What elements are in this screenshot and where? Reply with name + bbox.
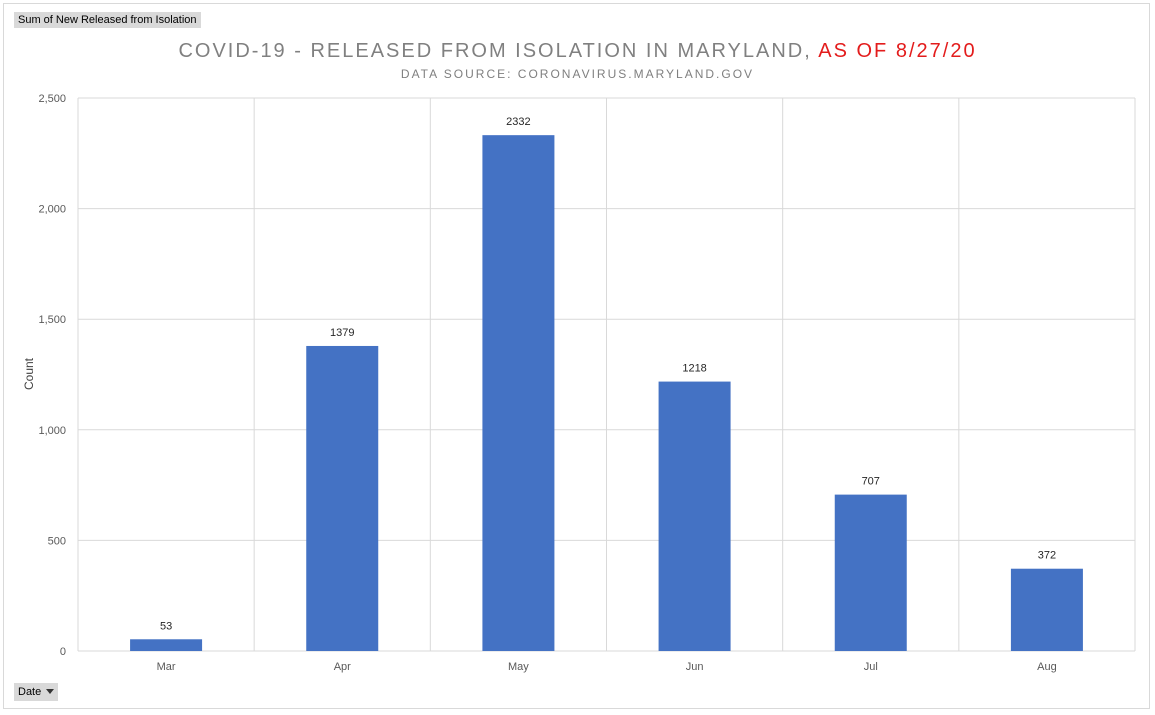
x-tick-label: Jun	[686, 661, 704, 673]
date-field-button[interactable]: Date	[14, 683, 59, 701]
bar-aug[interactable]	[1010, 568, 1083, 651]
bar-may[interactable]	[482, 135, 555, 651]
bar-mar[interactable]	[130, 639, 203, 651]
y-tick-label: 2,500	[38, 93, 66, 105]
value-field-button[interactable]: Sum of New Released from Isolation	[14, 12, 201, 28]
gridlines	[77, 97, 1136, 652]
data-label: 2332	[506, 116, 530, 128]
y-axis-label: Count	[22, 357, 36, 390]
bars	[130, 135, 1083, 651]
axes: 0 500 1,000 1,500 2,000 2,500 Mar Apr May Jun Jul A…	[38, 93, 1056, 673]
y-tick-label: 1,000	[38, 425, 66, 437]
chevron-down-icon[interactable]	[46, 688, 55, 694]
bar-apr[interactable]	[306, 345, 379, 651]
bar-jun[interactable]	[658, 381, 731, 651]
data-label: 1379	[330, 327, 354, 339]
data-label: 1218	[682, 363, 706, 375]
chart-title-date: AS OF 8/27/20	[818, 40, 977, 62]
y-tick-label: 2,000	[38, 204, 66, 216]
data-labels: 53 1379 2332 1218 707 372	[160, 116, 1056, 632]
x-tick-label: Apr	[334, 661, 351, 673]
x-tick-label: Aug	[1037, 661, 1057, 673]
x-tick-label: Jul	[864, 661, 878, 673]
chart-title-main: COVID-19 - RELEASED FROM ISOLATION IN MA…	[178, 40, 812, 62]
x-tick-label: May	[508, 661, 529, 673]
data-label: 372	[1038, 550, 1056, 562]
chart-subtitle: DATA SOURCE: CORONAVIRUS.MARYLAND.GOV	[400, 67, 755, 81]
bar-jul[interactable]	[834, 494, 907, 651]
x-tick-label: Mar	[157, 661, 176, 673]
chart-title: COVID-19 - RELEASED FROM ISOLATION IN MA…	[0, 40, 1155, 63]
y-tick-label: 1,500	[38, 314, 66, 326]
date-field-label: Date	[18, 686, 42, 698]
y-tick-label: 500	[48, 535, 66, 547]
data-label: 707	[862, 476, 880, 488]
y-tick-label: 0	[60, 646, 66, 658]
data-label: 53	[160, 620, 172, 632]
